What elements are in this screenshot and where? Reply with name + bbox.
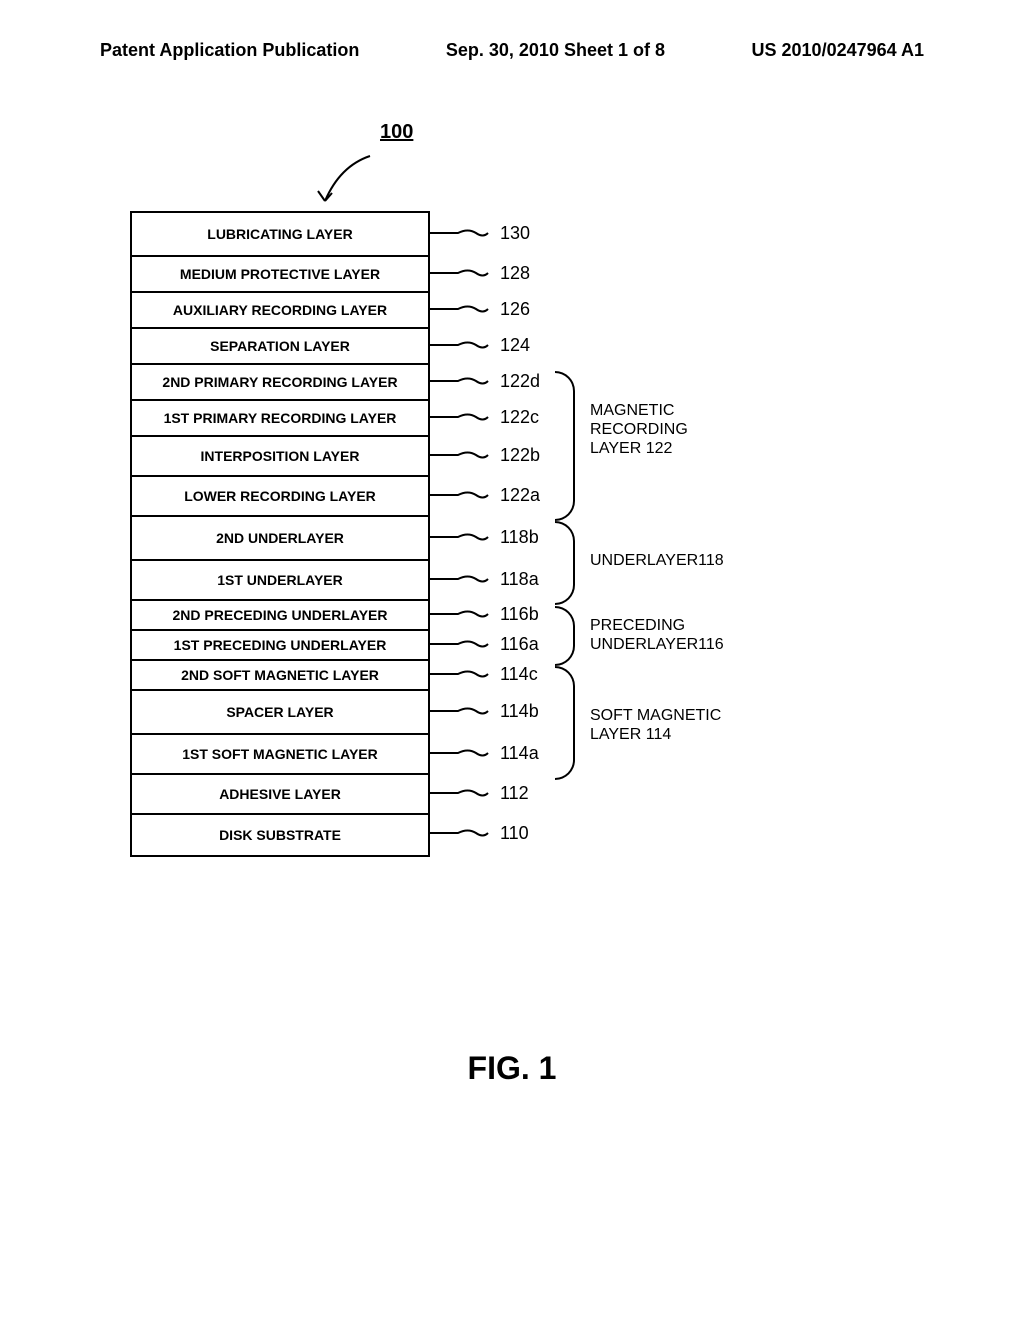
reference-number: 116b xyxy=(500,604,539,625)
layer-box: LOWER RECORDING LAYER xyxy=(132,477,428,517)
diagram-container: 100 LUBRICATING LAYER MEDIUM PROTECTIVE L… xyxy=(0,121,1024,1021)
layer-box: 1ST PRIMARY RECORDING LAYER xyxy=(132,401,428,437)
leader-line-icon xyxy=(428,263,498,283)
group-label: SOFT MAGNETICLAYER 114 xyxy=(590,706,721,744)
reference-number: 114c xyxy=(500,664,538,685)
leader-line-icon xyxy=(428,823,498,843)
layer-box: AUXILIARY RECORDING LAYER xyxy=(132,293,428,329)
reference-number: 122b xyxy=(500,445,540,466)
leader-line-icon xyxy=(428,634,498,654)
reference-number: 118a xyxy=(500,569,539,590)
figure-label: FIG. 1 xyxy=(0,1050,1024,1087)
layer-label: DISK SUBSTRATE xyxy=(219,827,341,843)
layer-label: SPACER LAYER xyxy=(226,704,333,720)
layer-box: DISK SUBSTRATE xyxy=(132,815,428,855)
layer-stack: LUBRICATING LAYER MEDIUM PROTECTIVE LAYER… xyxy=(130,211,430,857)
layer-box: 2ND UNDERLAYER xyxy=(132,517,428,561)
leader-line-icon xyxy=(428,664,498,684)
group-label: MAGNETICRECORDINGLAYER 122 xyxy=(590,401,688,459)
group-bracket xyxy=(555,666,575,780)
layer-label: 2ND PRECEDING UNDERLAYER xyxy=(173,607,388,623)
layer-box: 2ND SOFT MAGNETIC LAYER xyxy=(132,661,428,691)
reference-number: 126 xyxy=(500,299,530,320)
group-label: PRECEDINGUNDERLAYER116 xyxy=(590,616,724,654)
layer-label: INTERPOSITION LAYER xyxy=(201,448,360,464)
reference-number: 114b xyxy=(500,701,539,722)
layer-label: MEDIUM PROTECTIVE LAYER xyxy=(180,266,380,282)
group-bracket xyxy=(555,606,575,666)
layer-label: LOWER RECORDING LAYER xyxy=(184,488,376,504)
group-bracket xyxy=(555,521,575,605)
layer-label: LUBRICATING LAYER xyxy=(207,226,352,242)
leader-line-icon xyxy=(428,743,498,763)
leader-line-icon xyxy=(428,527,498,547)
leader-line-icon xyxy=(428,701,498,721)
leader-line-icon xyxy=(428,783,498,803)
reference-number: 128 xyxy=(500,263,530,284)
layer-box: ADHESIVE LAYER xyxy=(132,775,428,815)
header-center: Sep. 30, 2010 Sheet 1 of 8 xyxy=(446,40,665,61)
group-bracket xyxy=(555,371,575,521)
layer-box: LUBRICATING LAYER xyxy=(132,213,428,257)
reference-number: 118b xyxy=(500,527,539,548)
layer-box: MEDIUM PROTECTIVE LAYER xyxy=(132,257,428,293)
header-left: Patent Application Publication xyxy=(100,40,359,61)
layer-box: INTERPOSITION LAYER xyxy=(132,437,428,477)
reference-number: 110 xyxy=(500,823,529,844)
layer-label: 1ST PRECEDING UNDERLAYER xyxy=(174,637,387,653)
leader-line-icon xyxy=(428,223,498,243)
header-right: US 2010/0247964 A1 xyxy=(752,40,924,61)
layer-label: AUXILIARY RECORDING LAYER xyxy=(173,302,387,318)
reference-number: 122c xyxy=(500,407,539,428)
reference-number: 124 xyxy=(500,335,530,356)
pointer-arrow-icon xyxy=(310,151,390,211)
layer-box: 1ST UNDERLAYER xyxy=(132,561,428,601)
leader-line-icon xyxy=(428,335,498,355)
page-header: Patent Application Publication Sep. 30, … xyxy=(0,0,1024,81)
layer-box: SPACER LAYER xyxy=(132,691,428,735)
layer-label: 2ND SOFT MAGNETIC LAYER xyxy=(181,667,379,683)
reference-number: 130 xyxy=(500,223,530,244)
leader-line-icon xyxy=(428,299,498,319)
layer-box: 1ST SOFT MAGNETIC LAYER xyxy=(132,735,428,775)
group-label: UNDERLAYER118 xyxy=(590,551,724,570)
layer-label: SEPARATION LAYER xyxy=(210,338,350,354)
leader-line-icon xyxy=(428,604,498,624)
reference-number: 122a xyxy=(500,485,540,506)
reference-number: 112 xyxy=(500,783,529,804)
layer-box: 2ND PRECEDING UNDERLAYER xyxy=(132,601,428,631)
leader-line-icon xyxy=(428,445,498,465)
reference-pointer-100: 100 xyxy=(380,121,413,144)
leader-line-icon xyxy=(428,371,498,391)
layer-label: ADHESIVE LAYER xyxy=(219,786,341,802)
layer-box: SEPARATION LAYER xyxy=(132,329,428,365)
reference-number: 114a xyxy=(500,743,539,764)
layer-box: 2ND PRIMARY RECORDING LAYER xyxy=(132,365,428,401)
layer-box: 1ST PRECEDING UNDERLAYER xyxy=(132,631,428,661)
layer-label: 1ST SOFT MAGNETIC LAYER xyxy=(182,746,378,762)
leader-line-icon xyxy=(428,407,498,427)
layer-label: 1ST UNDERLAYER xyxy=(217,572,343,588)
leader-line-icon xyxy=(428,569,498,589)
layer-label: 2ND PRIMARY RECORDING LAYER xyxy=(162,374,397,390)
layer-label: 2ND UNDERLAYER xyxy=(216,530,344,546)
layer-label: 1ST PRIMARY RECORDING LAYER xyxy=(164,410,397,426)
leader-line-icon xyxy=(428,485,498,505)
reference-number: 122d xyxy=(500,371,540,392)
reference-number: 116a xyxy=(500,634,539,655)
